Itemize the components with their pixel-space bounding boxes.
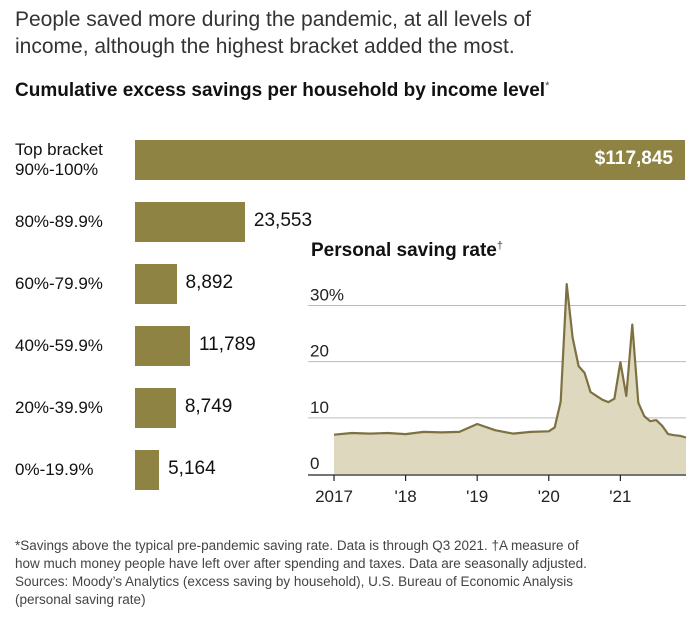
headline-line: People saved more during the pandemic, a… <box>15 8 531 31</box>
y-tick-label: 0 <box>310 454 319 473</box>
category-label: 40%-59.9% <box>15 336 103 356</box>
x-tick-label: '18 <box>395 487 417 506</box>
line-chart-title-text: Personal saving rate <box>311 240 497 261</box>
category-label-line: 40%-59.9% <box>15 336 103 355</box>
value-label: 8,749 <box>184 396 233 417</box>
bar-chart: Top bracket 90%-100% $117,845 80%-89.9% 23,5… <box>0 130 700 520</box>
line-chart-title: Personal saving rate† <box>311 240 503 262</box>
bar <box>135 264 177 304</box>
value-label: 23,553 <box>253 210 313 231</box>
value-label: 11,789 <box>199 334 256 355</box>
category-label-line: 90%-100% <box>15 160 99 179</box>
bar-chart-title-mark: * <box>545 80 550 92</box>
headline: People saved more during the pandemic, a… <box>15 6 665 60</box>
footnote-line: Sources: Moody’s Analytics (excess savin… <box>15 574 574 589</box>
category-label: 80%-89.9% <box>15 212 103 232</box>
category-label: 60%-79.9% <box>15 274 103 294</box>
category-label: Top bracket 90%-100% <box>15 140 103 180</box>
x-tick-label: '21 <box>609 487 631 506</box>
line-chart-title-mark: † <box>496 240 503 252</box>
bar <box>135 326 191 366</box>
x-tick-label: '20 <box>538 487 560 506</box>
x-tick-label: '19 <box>466 487 488 506</box>
bar <box>135 388 176 428</box>
bar-chart-title: Cumulative excess savings per household … <box>15 80 549 102</box>
saving-rate-chart: 30% 20 10 0 2017 '18 '19 '20 '21 <box>308 283 687 506</box>
value-label: $117,845 <box>594 148 673 169</box>
bar <box>135 202 245 242</box>
y-tick-label: 30% <box>310 285 344 304</box>
category-label: 0%-19.9% <box>15 460 93 480</box>
bar <box>135 450 160 490</box>
footnote-line: how much money people have left over aft… <box>15 556 587 571</box>
footnote-line: (personal saving rate) <box>15 592 146 607</box>
category-label-line: 0%-19.9% <box>15 460 94 479</box>
y-tick-label: 20 <box>310 342 329 361</box>
bar <box>135 140 685 180</box>
category-label-line: 80%-89.9% <box>15 212 103 231</box>
category-label: 20%-39.9% <box>15 398 103 418</box>
x-tick-label: 2017 <box>315 487 353 506</box>
category-label-line: 60%-79.9% <box>15 274 103 293</box>
footnote-line: *Savings above the typical pre-pandemic … <box>15 538 579 553</box>
headline-line: income, although the highest bracket add… <box>15 35 515 58</box>
saving-rate-line <box>333 283 687 439</box>
bar-chart-title-text: Cumulative excess savings per household … <box>15 80 546 101</box>
category-label-line: 20%-39.9% <box>15 398 103 417</box>
saving-rate-area <box>334 284 686 474</box>
y-tick-label: 10 <box>310 398 329 417</box>
value-label: 5,164 <box>168 458 216 479</box>
footnote: *Savings above the typical pre-pandemic … <box>15 537 690 609</box>
value-label: 8,892 <box>185 272 234 293</box>
category-label-line: Top bracket <box>15 140 103 159</box>
